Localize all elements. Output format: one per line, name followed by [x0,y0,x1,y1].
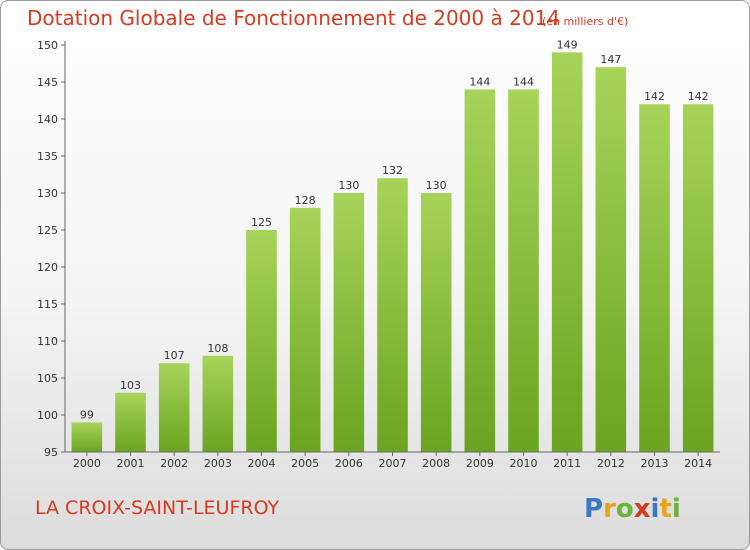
x-tick-label: 2001 [117,457,145,470]
y-tick-label: 95 [44,446,58,459]
bar-value-label: 144 [513,75,534,88]
x-tick-label: 2011 [553,457,581,470]
bars-layer: 99 103 107 108 125 128 130 132 130 144 144 149 147 14… [71,38,714,453]
bar [158,363,190,452]
bar-value-label: 130 [338,179,359,192]
chart-title: Dotation Globale de Fonctionnement de 20… [27,6,560,30]
bar-value-label: 125 [251,216,272,229]
bar [420,193,452,452]
bar [551,52,583,453]
bar-value-label: 144 [469,75,490,88]
x-tick-label: 2002 [160,457,188,470]
y-tick-label: 130 [37,187,58,200]
y-tick-label: 100 [37,409,58,422]
bar-value-label: 128 [295,194,316,207]
bar [202,355,234,452]
bar [377,178,408,452]
bar-value-label: 103 [120,379,141,392]
y-tick-label: 150 [37,39,58,52]
bar [289,207,321,452]
bar [71,422,103,452]
y-tick-label: 135 [37,150,58,163]
x-tick-label: 2007 [379,457,407,470]
x-tick-label: 2004 [248,457,276,470]
x-tick-label: 2013 [641,457,669,470]
y-tick-label: 120 [37,261,58,274]
y-tick-label: 140 [37,113,58,126]
x-tick-label: 2010 [510,457,538,470]
x-tick-label: 2005 [291,457,319,470]
bar-value-label: 130 [426,179,447,192]
bar [639,104,670,452]
bar-value-label: 142 [688,90,709,103]
y-tick-label: 145 [37,76,58,89]
bar-value-label: 107 [164,349,185,362]
x-tick-label: 2003 [204,457,232,470]
y-tick-label: 115 [37,298,58,311]
x-tick-label: 2008 [422,457,450,470]
bar [115,392,146,452]
x-tick-label: 2006 [335,457,363,470]
x-tick-label: 2012 [597,457,625,470]
bar [682,104,714,452]
y-tick-label: 110 [37,335,58,348]
x-tick-label: 2000 [73,457,101,470]
bar-value-label: 99 [80,408,94,421]
bar [508,89,539,453]
bar-value-label: 142 [644,90,665,103]
axis-layer: 95 100 105 110 115 120 125 130 135 140 145 150 2000 2… [37,39,720,470]
commune-name: LA CROIX-SAINT-LEUFROY [35,497,280,519]
chart-subtitle: (en milliers d'€) [542,15,629,28]
svg-text:Proxiti: Proxiti [584,494,681,524]
x-tick-label: 2009 [466,457,494,470]
bar [464,89,496,453]
bar-value-label: 149 [557,38,578,51]
bar-value-label: 108 [207,342,228,355]
y-tick-label: 105 [37,372,58,385]
bar-value-label: 147 [600,53,621,66]
y-tick-label: 125 [37,224,58,237]
x-tick-label: 2014 [684,457,712,470]
bar-value-label: 132 [382,164,403,177]
bar [333,193,365,452]
bar [595,67,627,452]
bar [246,230,277,452]
proxiti-logo: Proxiti [584,494,681,524]
